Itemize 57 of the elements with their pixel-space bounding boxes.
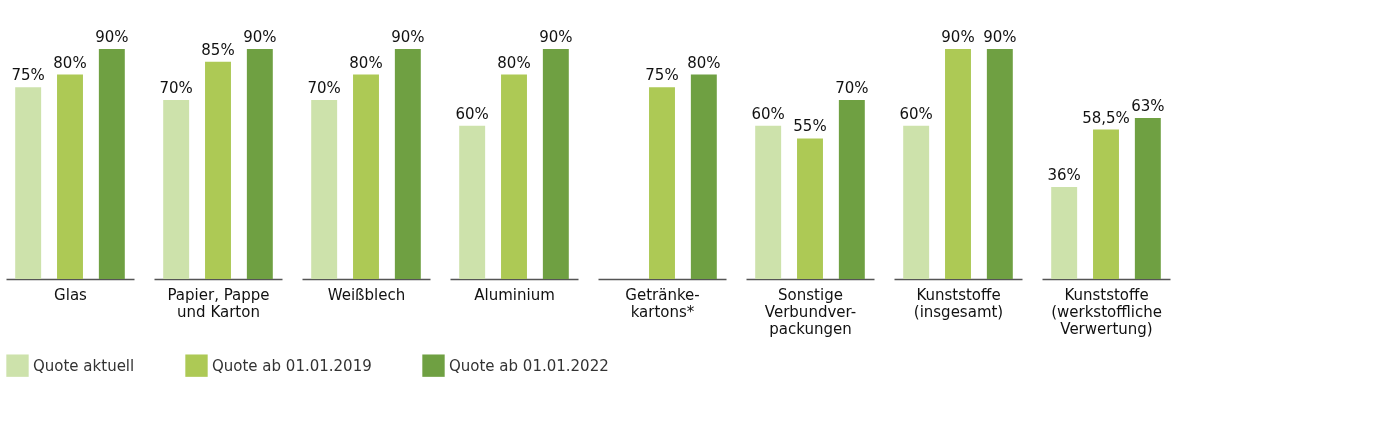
data-label: 60% — [899, 104, 933, 123]
x-tick-label: Kunststoffe (werkstoffliche Verwertung) — [1051, 285, 1162, 338]
data-label: 60% — [751, 104, 785, 123]
data-label: 80% — [687, 53, 721, 72]
data-label: 75% — [11, 66, 45, 85]
data-label: 60% — [455, 104, 489, 123]
bar — [15, 87, 42, 279]
x-tick-label: Weißblech — [327, 285, 406, 304]
x-tick-label: Aluminium — [474, 285, 555, 304]
x-tick-label: Getränke- kartons* — [625, 285, 700, 321]
bar — [1051, 187, 1078, 279]
bar — [205, 61, 231, 279]
bar — [459, 125, 486, 279]
x-tick-label: Sonstige Verbundver- packungen — [764, 285, 857, 338]
bar — [649, 87, 675, 279]
bar — [838, 100, 865, 279]
bar — [542, 49, 569, 279]
bar — [394, 49, 421, 279]
data-label: 90% — [941, 28, 975, 46]
data-label: 85% — [201, 40, 235, 59]
data-label: 58,5% — [1082, 108, 1130, 127]
data-label: 80% — [53, 53, 87, 72]
x-tick-label: Glas — [54, 285, 88, 304]
bar — [57, 74, 83, 279]
data-label: 70% — [159, 79, 193, 98]
data-label: 80% — [349, 53, 383, 72]
bar — [98, 49, 125, 279]
bar — [501, 74, 527, 279]
data-label: 55% — [793, 117, 827, 136]
bar — [690, 74, 717, 279]
data-label: 63% — [1131, 97, 1165, 115]
bar — [986, 49, 1013, 279]
bar — [1134, 118, 1161, 279]
data-label: 70% — [835, 79, 869, 98]
legend-label: Quote ab 01.01.2022 — [449, 356, 609, 375]
data-label: 90% — [95, 28, 129, 46]
bar — [945, 49, 971, 279]
bar — [353, 74, 379, 279]
data-label: 70% — [307, 79, 341, 98]
bar — [246, 49, 273, 279]
bar — [755, 125, 782, 279]
bar — [1093, 129, 1119, 279]
x-tick-label: Papier, Pappe und Karton — [167, 285, 270, 321]
data-label: 75% — [645, 66, 679, 85]
data-label: 80% — [497, 53, 531, 72]
bar — [797, 138, 823, 279]
bar — [163, 100, 190, 279]
data-label: 36% — [1047, 166, 1081, 184]
bar — [903, 125, 930, 279]
bar — [311, 100, 338, 279]
data-label: 90% — [539, 28, 573, 46]
legend-label: Quote aktuell — [33, 356, 135, 375]
data-label: 90% — [983, 28, 1017, 46]
x-tick-label: Kunststoffe (insgesamt) — [913, 285, 1004, 321]
legend-label: Quote ab 01.01.2019 — [212, 356, 372, 375]
data-label: 90% — [391, 28, 425, 46]
data-label: 90% — [243, 28, 277, 46]
